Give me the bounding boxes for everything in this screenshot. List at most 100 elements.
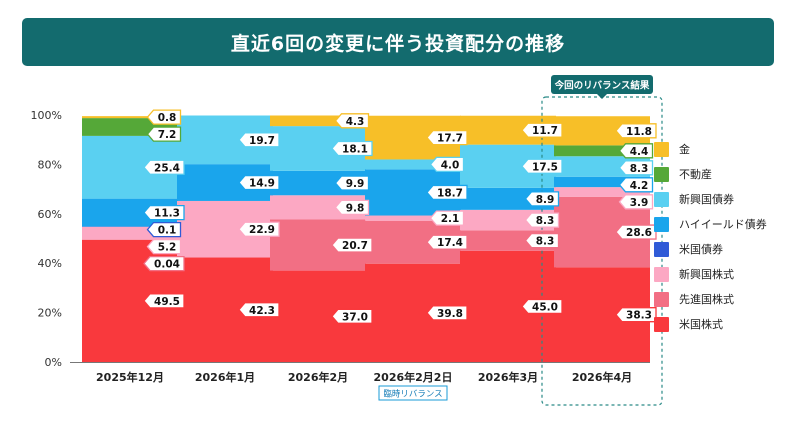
x-tick-label: 2026年2月 <box>288 370 348 384</box>
data-label-box <box>146 221 182 238</box>
legend-label: 先進国株式 <box>679 293 734 306</box>
data-label-box <box>146 126 182 142</box>
data-label-box <box>618 143 654 159</box>
data-label-box <box>524 191 560 207</box>
data-label: 11.7 <box>532 125 558 137</box>
data-label-box <box>331 237 373 253</box>
data-label-box <box>238 221 280 237</box>
data-label: 38.3 <box>626 310 652 322</box>
x-tick-label: 2026年3月 <box>478 370 538 384</box>
data-label-box <box>429 156 465 173</box>
data-label: 3.9 <box>630 197 649 209</box>
y-tick-label: 20% <box>38 307 62 320</box>
legend-item: 新興国株式 <box>654 265 767 283</box>
x-tick-label: 2026年1月 <box>195 370 255 384</box>
x-tick-label: 2026年2月2日 <box>374 370 453 384</box>
data-label-box <box>238 132 280 148</box>
bar-segment <box>554 187 650 197</box>
data-label-box <box>426 234 468 250</box>
callout-box <box>551 75 653 94</box>
data-label: 20.7 <box>342 240 368 252</box>
legend-label: ハイイールド債券 <box>679 218 767 231</box>
data-label: 42.3 <box>249 305 275 317</box>
legend-item: 不動産 <box>654 165 767 183</box>
data-label: 4.3 <box>346 116 365 128</box>
data-label-box <box>143 293 185 309</box>
data-label-box <box>146 109 182 125</box>
y-tick-label: 100% <box>31 109 62 122</box>
data-label: 0.04 <box>154 259 180 271</box>
data-label: 0.1 <box>158 225 177 237</box>
special-note-box <box>378 385 448 401</box>
data-label-box <box>143 159 185 175</box>
data-label-box <box>426 184 468 201</box>
data-label: 18.7 <box>437 187 463 199</box>
y-tick-label: 40% <box>38 257 62 270</box>
legend-item: 新興国債券 <box>654 190 767 208</box>
data-label-box <box>618 177 654 193</box>
legend-swatch <box>654 291 669 307</box>
y-tick-label: 60% <box>38 208 62 221</box>
data-label: 49.5 <box>154 296 180 308</box>
data-label: 8.3 <box>630 163 649 175</box>
legend-swatch <box>654 266 669 282</box>
data-label-box <box>238 302 280 318</box>
x-tick-label: 2025年12月 <box>96 370 164 384</box>
legend-label: 金 <box>679 143 690 156</box>
data-label: 11.8 <box>626 126 652 138</box>
bar-segment <box>365 159 461 170</box>
data-label: 0.8 <box>158 112 177 124</box>
data-label-box <box>615 123 657 139</box>
data-label: 17.4 <box>437 237 463 249</box>
data-label: 4.2 <box>630 180 649 192</box>
legend-swatch <box>654 191 669 207</box>
data-label: 9.9 <box>346 178 365 190</box>
data-label-box <box>238 174 280 191</box>
data-label-box <box>615 224 657 240</box>
bar-segment <box>270 115 366 127</box>
data-label: 22.9 <box>249 224 275 236</box>
legend-item: ハイイールド債券 <box>654 215 767 233</box>
data-label: 4.0 <box>441 159 460 171</box>
bar-segment <box>365 215 461 221</box>
data-label: 18.1 <box>342 143 368 155</box>
legend-swatch <box>654 141 669 157</box>
data-label-box <box>143 204 185 221</box>
bar-segment <box>554 145 650 157</box>
data-label: 2.1 <box>441 213 460 225</box>
data-label-box <box>146 238 182 255</box>
legend-label: 米国債券 <box>679 243 723 256</box>
data-label: 19.7 <box>249 135 275 147</box>
data-label-box <box>426 305 468 321</box>
data-label-box <box>615 307 657 323</box>
legend-label: 米国株式 <box>679 318 723 331</box>
data-label-box <box>426 129 468 146</box>
data-label: 4.4 <box>630 146 649 158</box>
data-label-box <box>334 113 370 129</box>
data-label: 8.3 <box>536 215 555 227</box>
data-label-box <box>334 199 370 216</box>
legend-swatch <box>654 316 669 332</box>
data-label: 17.7 <box>437 133 463 145</box>
data-label: 9.8 <box>346 202 365 214</box>
legend-item: 先進国株式 <box>654 290 767 308</box>
data-label-box <box>143 255 185 272</box>
data-label-box <box>331 308 373 324</box>
chart-legend: 金不動産新興国債券ハイイールド債券 米国債券新興国株式先進国株式米国株式 <box>654 140 767 333</box>
legend-swatch <box>654 216 669 232</box>
data-label: 14.9 <box>249 178 275 190</box>
data-label: 25.4 <box>154 162 180 174</box>
data-label-box <box>524 212 560 228</box>
legend-swatch <box>654 241 669 257</box>
x-tick-label: 2026年4月 <box>572 370 632 384</box>
data-label: 5.2 <box>158 242 177 254</box>
data-label: 8.3 <box>536 236 555 248</box>
data-label: 37.0 <box>342 311 368 323</box>
data-label-box <box>521 158 563 174</box>
data-label-box <box>524 232 560 249</box>
y-tick-label: 0% <box>45 356 62 369</box>
legend-label: 新興国債券 <box>679 193 734 206</box>
chart-title: 直近6回の変更に伴う投資配分の推移 <box>22 18 774 66</box>
data-label-box <box>331 140 373 157</box>
